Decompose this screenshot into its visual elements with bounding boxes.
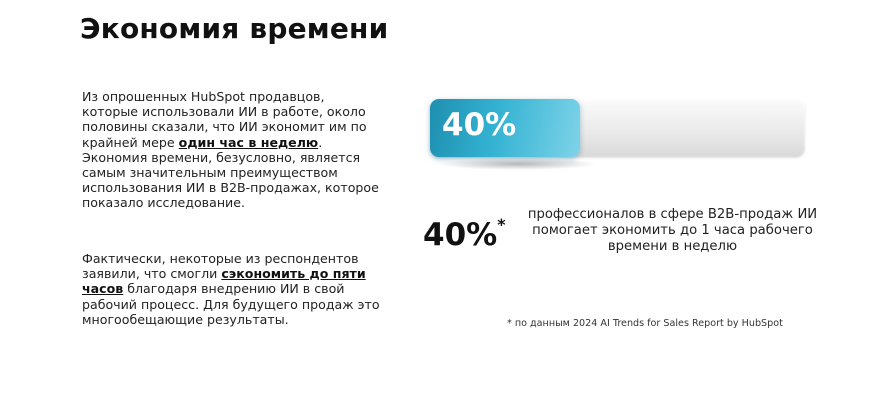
progress-bar-track: 40% [430,99,805,157]
source-footnote: * по данным 2024 AI Trends for Sales Rep… [507,318,783,329]
slide-title: Экономия времени [80,12,389,45]
paragraph-savings-five-hours: Фактически, некоторые из респондентов за… [82,251,382,327]
stat-description: профессионалов в сфере B2B-продаж ИИ пом… [527,207,818,254]
paragraph-savings-hour: Из опрошенных HubSpot продавцов, которые… [82,89,382,211]
progress-bar-shadow [438,158,598,170]
stat-value: 40%* [423,214,506,253]
stat-footnote-marker: * [497,214,506,234]
paragraph-text: . Экономия времени, безусловно, является… [82,134,379,211]
paragraph-text: Из опрошенных HubSpot продавцов, которые… [82,89,367,150]
paragraph-text: благодаря внедрению ИИ в свой рабочий пр… [82,281,380,327]
progress-bar-fill: 40% [430,99,580,157]
highlight-five-hours: сэкономить до пяти часов [82,266,366,297]
stat-number: 40% [423,217,498,253]
progress-bar-label: 40% [442,107,517,143]
highlight-one-hour: один час в неделю [178,134,319,150]
paragraph-text: Фактически, некоторые из респондентов за… [82,251,359,282]
